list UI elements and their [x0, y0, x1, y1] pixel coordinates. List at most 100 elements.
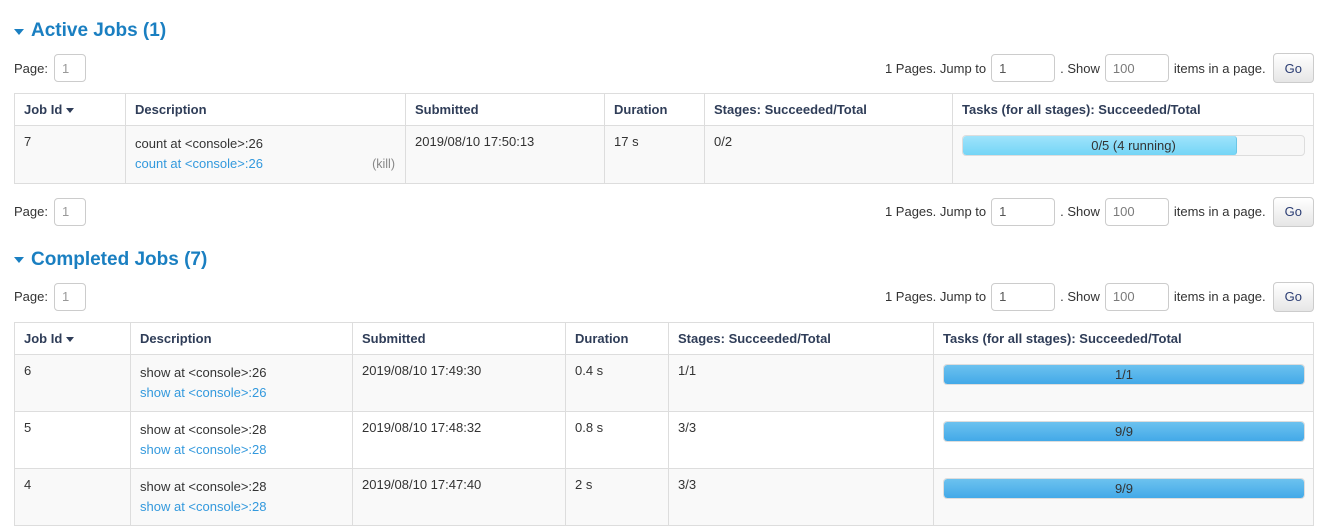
cell-tasks: 1/1	[933, 353, 1314, 412]
job-description-row: show at <console>:28	[140, 440, 344, 460]
completed-jobs-title: Completed Jobs (7)	[31, 248, 208, 270]
show-items-input[interactable]	[1104, 54, 1169, 82]
column-header-duration[interactable]: Duration	[565, 322, 669, 355]
jump-to-input[interactable]	[991, 282, 1056, 311]
tasks-progress-bar: 1/1	[943, 363, 1305, 385]
table-row: 5 show at <console>:28 show at <console>:2…	[14, 410, 1314, 470]
page-number-input[interactable]	[53, 54, 86, 82]
show-items-input[interactable]	[1104, 197, 1169, 226]
cell-description: show at <console>:26 show at <console>:26	[130, 353, 353, 412]
pages-count-label: 1 Pages. Jump to	[884, 60, 987, 76]
show-items-input[interactable]	[1104, 282, 1169, 311]
job-description-link[interactable]: show at <console>:28	[140, 441, 267, 457]
page-label: Page:	[14, 60, 48, 76]
cell-duration: 2 s	[565, 468, 669, 526]
cell-description: show at <console>:28 show at <console>:28	[130, 410, 353, 470]
jump-to-input[interactable]	[991, 197, 1056, 226]
page-number-input[interactable]	[53, 282, 86, 311]
kill-job-link[interactable]: (kill)	[372, 157, 395, 172]
job-description-text: show at <console>:28	[140, 421, 267, 437]
job-description-text: show at <console>:28	[140, 479, 267, 495]
tasks-progress-label: 9/9	[1114, 423, 1134, 439]
column-header-submitted[interactable]: Submitted	[405, 93, 605, 126]
completed-jobs-body: 6 show at <console>:26 show at <console>:2…	[14, 353, 1314, 526]
page-indicator: Page:	[14, 197, 86, 226]
cell-stages: 1/1	[668, 353, 934, 412]
table-row: 7 count at <console>:26 count at <consol…	[14, 125, 1314, 184]
job-description-link[interactable]: show at <console>:26	[140, 384, 267, 400]
job-description-row: show at <console>:26	[140, 383, 344, 403]
cell-tasks: 9/9	[933, 468, 1314, 526]
cell-duration: 17 s	[604, 125, 705, 184]
table-row: 6 show at <console>:26 show at <console>:2…	[14, 353, 1314, 412]
job-description-row: show at <console>:28	[140, 497, 344, 517]
active-jobs-title: Active Jobs (1)	[31, 20, 167, 41]
items-in-page-label: items in a page.	[1173, 60, 1266, 76]
pages-count-label: 1 Pages. Jump to	[884, 289, 987, 305]
go-button[interactable]: Go	[1272, 196, 1314, 227]
tasks-progress-bar: 9/9	[943, 478, 1305, 500]
cell-description: show at <console>:28 show at <console>:28	[130, 468, 353, 526]
jump-controls: 1 Pages. Jump to . Show items in a page.…	[884, 196, 1314, 227]
page-indicator: Page:	[14, 282, 86, 311]
cell-job-id: 7	[14, 125, 126, 184]
page-label: Page:	[14, 204, 48, 220]
cell-stages: 3/3	[668, 410, 934, 470]
cell-submitted: 2019/08/10 17:49:30	[352, 353, 566, 412]
tasks-progress-fill	[944, 479, 1304, 499]
cell-submitted: 2019/08/10 17:47:40	[352, 468, 566, 526]
completed-jobs-pagination-top: Page: 1 Pages. Jump to . Show items in a…	[14, 281, 1314, 312]
caret-down-icon	[14, 28, 24, 35]
column-header-stages[interactable]: Stages: Succeeded/Total	[668, 322, 934, 355]
tasks-progress-fill	[963, 136, 1237, 155]
column-header-label: Job Id	[24, 330, 63, 346]
show-label: . Show	[1060, 289, 1100, 305]
table-row: 4 show at <console>:28 show at <console>:2…	[14, 468, 1314, 526]
page-label: Page:	[14, 289, 48, 305]
job-description-link[interactable]: show at <console>:28	[140, 499, 267, 515]
items-in-page-label: items in a page.	[1173, 204, 1266, 220]
column-header-job-id[interactable]: Job Id	[14, 93, 126, 126]
caret-down-icon	[14, 257, 24, 264]
table-header-row: Job Id Description Submitted Duration St…	[14, 322, 1314, 355]
sort-descending-icon	[66, 336, 75, 342]
active-jobs-section-header[interactable]: Active Jobs (1)	[14, 21, 1314, 40]
cell-description: count at <console>:26 count at <console>…	[125, 125, 406, 184]
completed-jobs-table: Job Id Description Submitted Duration St…	[14, 321, 1314, 526]
job-description-link[interactable]: count at <console>:26	[135, 156, 263, 172]
jump-to-input[interactable]	[991, 54, 1056, 82]
tasks-progress-bar: 0/5 (4 running)	[962, 135, 1305, 156]
cell-submitted: 2019/08/10 17:50:13	[405, 125, 605, 184]
job-description-text: count at <console>:26	[135, 136, 263, 151]
tasks-progress-label: 9/9	[1114, 481, 1134, 497]
column-header-label: Job Id	[24, 102, 63, 117]
sort-descending-icon	[66, 108, 75, 113]
tasks-progress-bar: 9/9	[943, 420, 1305, 442]
cell-tasks: 9/9	[933, 410, 1314, 470]
cell-stages: 3/3	[668, 468, 934, 526]
show-label: . Show	[1060, 204, 1100, 220]
items-in-page-label: items in a page.	[1173, 289, 1266, 305]
go-button[interactable]: Go	[1272, 281, 1314, 312]
column-header-tasks[interactable]: Tasks (for all stages): Succeeded/Total	[952, 93, 1314, 126]
tasks-progress-fill	[944, 421, 1304, 441]
column-header-stages[interactable]: Stages: Succeeded/Total	[704, 93, 953, 126]
column-header-tasks[interactable]: Tasks (for all stages): Succeeded/Total	[933, 322, 1314, 355]
cell-job-id: 5	[14, 410, 131, 470]
cell-duration: 0.8 s	[565, 410, 669, 470]
column-header-submitted[interactable]: Submitted	[352, 322, 566, 355]
column-header-description[interactable]: Description	[125, 93, 406, 126]
job-description-row: count at <console>:26 (kill)	[135, 154, 397, 174]
page-number-input[interactable]	[53, 197, 86, 226]
go-button[interactable]: Go	[1272, 53, 1314, 83]
active-jobs-pagination-bottom: Page: 1 Pages. Jump to . Show items in a…	[14, 196, 1314, 227]
completed-jobs-section-header[interactable]: Completed Jobs (7)	[14, 250, 1314, 269]
column-header-job-id[interactable]: Job Id	[14, 322, 131, 355]
table-header-row: Job Id Description Submitted Duration St…	[14, 93, 1314, 126]
cell-submitted: 2019/08/10 17:48:32	[352, 410, 566, 470]
column-header-duration[interactable]: Duration	[604, 93, 705, 126]
jump-controls: 1 Pages. Jump to . Show items in a page.…	[885, 53, 1314, 83]
column-header-description[interactable]: Description	[130, 322, 353, 355]
cell-job-id: 4	[14, 468, 131, 526]
pages-count-label: 1 Pages. Jump to	[884, 204, 987, 220]
